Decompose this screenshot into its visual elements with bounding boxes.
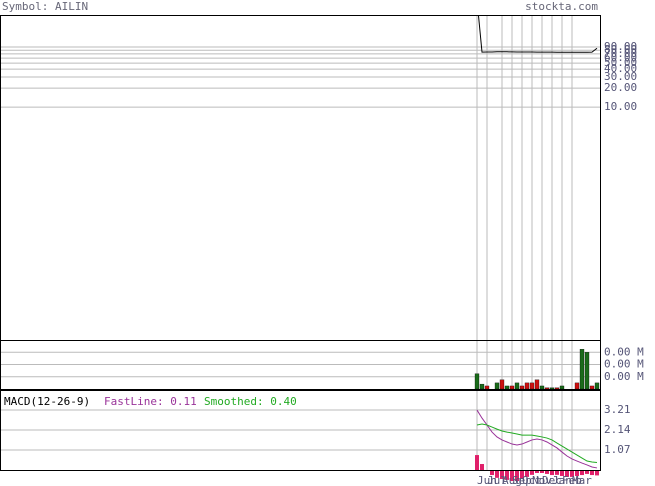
histogram-bar [555,470,559,475]
volume-bar [504,385,510,390]
histogram-bar [505,470,509,480]
volume-bar [519,385,525,390]
volume-bar [544,387,550,390]
volume-bar [479,383,485,390]
histogram-bar [535,470,539,473]
symbol: Symbol: AILIN [2,0,88,13]
y-tick-label: 2.14 [604,423,631,436]
x-tick-label: Nov [532,474,552,486]
x-tick-label: Aug [502,474,522,486]
volume-bar [554,387,560,390]
volume-bar [499,379,505,390]
histogram-bar [565,470,569,477]
y-tick-label: 20.00 [604,81,637,94]
line [476,409,598,469]
histogram-bar [590,470,594,476]
y-tick-label: 0.00 M [604,370,644,383]
y-tick-label: 30.00 [604,70,637,83]
volume-bar [534,379,540,390]
x-tick-label: Jun [477,474,497,486]
histogram-bar [500,470,504,479]
legend-entry: Smoothed: 0.40 [204,395,297,408]
volume-bar [579,349,585,390]
x-tick-label: Mar [572,474,592,486]
macd-title: MACD(12-26-9) [4,395,90,408]
volume-bar [559,385,565,390]
volume-bar [529,382,535,390]
y-tick-label: 0.00 M [604,358,644,371]
histogram-bar [545,470,549,474]
volume-bar [474,373,480,390]
price-frame [0,15,601,341]
x-tick-label: Jan [552,474,572,486]
histogram-bar [510,470,514,482]
y-tick-label: 0.00 M [604,345,644,358]
y-tick-label: 40.00 [604,62,637,75]
line [476,423,598,464]
mark-layer [474,15,600,482]
histogram-bar [550,470,554,476]
y-tick-label: 60.00 [604,51,637,64]
volume-bar [549,387,555,390]
volume-bar [514,382,520,390]
volume-bar [584,352,590,390]
x-tick-label: Feb [562,474,582,486]
x-tick-label: Dec [542,474,562,486]
volume-bar [539,385,545,390]
histogram-bar [525,470,529,477]
histogram-bar [595,470,599,476]
line [477,15,598,53]
histogram-bar [585,470,589,474]
histogram-bar [490,470,494,476]
y-tick-label: 70.00 [604,47,637,60]
y-tick-label: 3.21 [604,403,631,416]
volume-bar [494,382,500,390]
histogram-bar [530,470,534,475]
y-tick-label: 10.00 [604,100,637,113]
histogram-bar [495,470,499,478]
volume-bar [589,385,595,390]
histogram-bar [580,470,584,476]
y-tick-label: 90.00 [604,40,637,53]
y-tick-label: 50.00 [604,56,637,69]
volume-bar [484,385,490,390]
x-tick-label: Oct [522,474,542,486]
macd-frame [0,390,601,471]
histogram-bar [570,470,574,477]
histogram-bar [475,455,479,470]
histogram-bar [540,470,544,473]
histogram-bar [520,470,524,479]
x-tick-label: Jul [487,474,507,486]
legend-entry: FastLine: 0.11 [104,395,197,408]
site[interactable]: stockta.com [525,0,598,13]
volume-bar [574,382,580,390]
volume-bar [524,382,530,390]
histogram-bar [560,470,564,476]
volume-frame [0,340,601,390]
y-tick-label: 80.00 [604,43,637,56]
histogram-bar [480,464,484,470]
histogram-bar [575,470,579,476]
volume-bar [594,382,600,390]
histogram-bar [515,470,519,482]
x-tick-label: Sep [512,474,532,486]
y-tick-label: 1.07 [604,443,631,456]
grid-layer [0,15,600,470]
volume-bar [509,385,515,390]
